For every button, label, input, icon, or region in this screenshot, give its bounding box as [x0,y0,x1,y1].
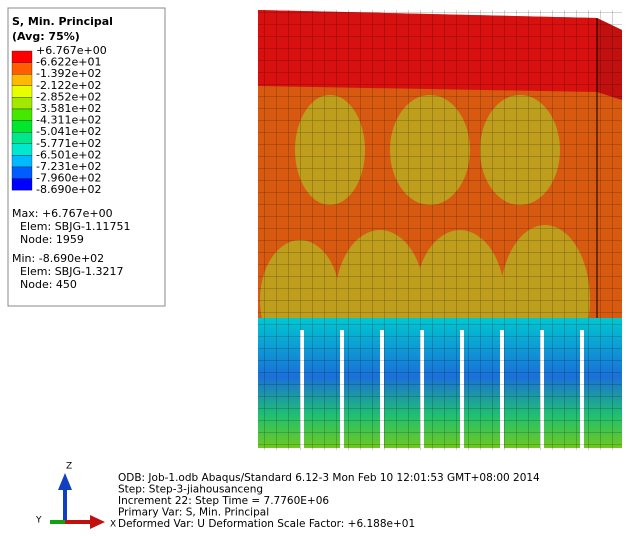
max-label: Max: +6.767e+00 [12,207,113,220]
max-node: Node: 1959 [20,233,84,246]
legend-swatch [12,179,32,191]
legend-subtitle: (Avg: 75%) [12,30,80,43]
legend: +6.767e+00-6.622e+01-1.392e+02-2.122e+02… [12,44,107,196]
min-label: Min: -8.690e+02 [12,252,104,265]
footer-line: Step: Step-3-jiahousanceng [118,484,263,496]
footer-line: Increment 22: Step Time = 7.7760E+06 [118,495,329,507]
legend-swatch [12,97,32,109]
footer-line: Primary Var: S, Min. Principal [118,507,269,519]
legend-swatch [12,144,32,156]
legend-swatch [12,74,32,86]
legend-swatch [12,86,32,98]
triad-z: Z [66,462,72,472]
footer-line: Deformed Var: U Deformation Scale Factor… [118,518,415,530]
legend-swatch [12,155,32,167]
legend-swatch [12,121,32,133]
legend-swatch [12,167,32,179]
max-elem: Elem: SBJG-1.11751 [20,220,130,233]
legend-level: -8.690e+02 [36,183,101,196]
min-elem: Elem: SBJG-1.3217 [20,265,123,278]
footer-line: ODB: Job-1.odb Abaqus/Standard 6.12-3 Mo… [118,472,540,484]
min-node: Node: 450 [20,278,77,291]
model [258,10,622,455]
legend-title: S, Min. Principal [12,15,113,28]
viewport: S, Min. Principal (Avg: 75%) +6.767e+00-… [0,0,627,536]
legend-swatch [12,109,32,121]
triad-y: Y [35,516,42,526]
footer: ODB: Job-1.odb Abaqus/Standard 6.12-3 Mo… [118,472,540,530]
triad: Z Y X [35,462,116,530]
page: S, Min. Principal (Avg: 75%) +6.767e+00-… [0,0,627,536]
legend-swatch [12,63,32,75]
legend-swatch [12,132,32,144]
legend-swatch [12,51,32,63]
triad-x: X [110,520,116,530]
